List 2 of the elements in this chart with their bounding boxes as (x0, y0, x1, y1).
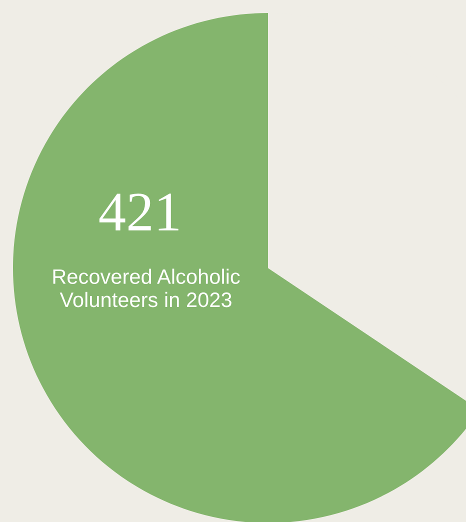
text: Recovered Alcoholic Volunteers in 2023 (53, 268, 240, 308)
text: 421 (99, 194, 178, 230)
